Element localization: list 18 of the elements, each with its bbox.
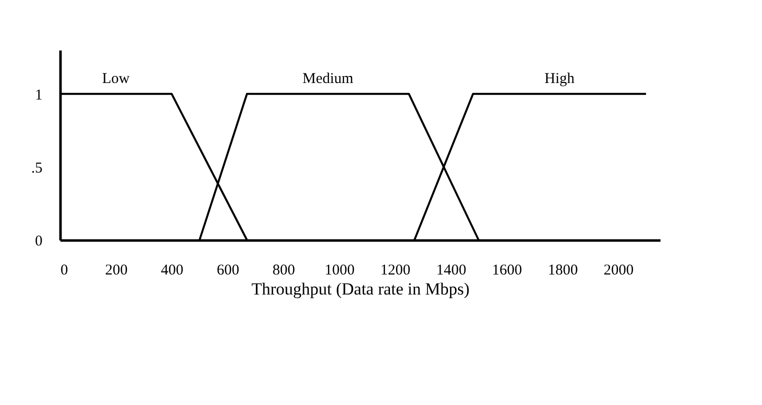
x-tick-label: 0 bbox=[60, 262, 68, 278]
x-tick-label: 200 bbox=[105, 262, 128, 278]
x-tick-label: 2000 bbox=[604, 262, 634, 278]
x-tick-label: 1800 bbox=[548, 262, 578, 278]
series-label: Medium bbox=[302, 70, 354, 87]
x-tick-label: 1600 bbox=[492, 262, 522, 278]
x-tick-label: 1000 bbox=[324, 262, 355, 278]
x-tick-label: 400 bbox=[160, 262, 184, 278]
y-tick-label: .5 bbox=[31, 160, 42, 176]
x-tick-label: 1200 bbox=[380, 262, 410, 278]
series-label: Low bbox=[102, 70, 130, 87]
y-tick-label: 0 bbox=[35, 234, 42, 250]
y-tick-label: 1 bbox=[35, 87, 42, 104]
series-label: High bbox=[544, 70, 576, 87]
x-axis-title: Throughput (Data rate in Mbps) bbox=[251, 280, 470, 298]
x-tick-label: 1400 bbox=[436, 262, 466, 278]
x-tick-label: 800 bbox=[272, 262, 296, 278]
x-tick-label: 600 bbox=[216, 262, 240, 278]
